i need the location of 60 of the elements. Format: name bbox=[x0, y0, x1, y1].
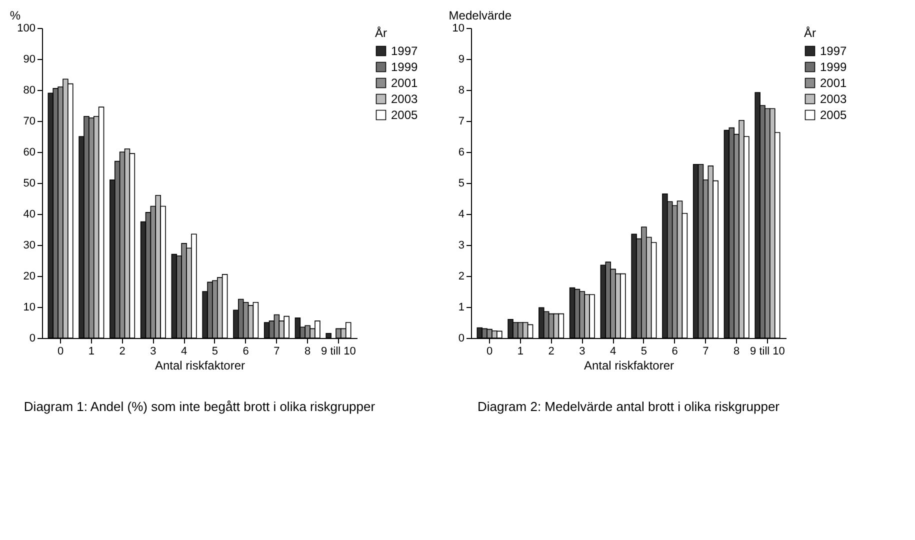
legend-title: År bbox=[375, 26, 388, 40]
x-tick-label: 9 till 10 bbox=[750, 346, 785, 358]
legend-label: 1999 bbox=[820, 60, 848, 74]
x-tick-label: 7 bbox=[274, 346, 280, 358]
legend-label: 2003 bbox=[820, 92, 848, 106]
legend-label: 1997 bbox=[820, 44, 848, 58]
x-tick-label: 4 bbox=[180, 346, 188, 358]
y-tick-label: 100 bbox=[17, 22, 36, 34]
y-axis-title: Medelvärde bbox=[448, 8, 512, 22]
legend-label: 2001 bbox=[391, 76, 418, 90]
legend-label: 2001 bbox=[820, 76, 848, 90]
x-tick-label: 6 bbox=[242, 346, 249, 358]
x-tick-label: 5 bbox=[212, 346, 218, 358]
x-tick-label: 0 bbox=[57, 346, 64, 358]
y-tick-label: 8 bbox=[458, 84, 464, 96]
y-tick-label: 3 bbox=[458, 240, 464, 252]
y-tick-label: 7 bbox=[458, 116, 464, 128]
y-tick-label: 30 bbox=[23, 240, 36, 252]
y-tick-label: 0 bbox=[458, 332, 464, 344]
x-tick-label: 7 bbox=[702, 346, 709, 358]
y-tick-label: 20 bbox=[23, 270, 36, 282]
y-tick-label: 4 bbox=[458, 208, 464, 220]
y-tick-label: 6 bbox=[458, 146, 464, 158]
x-tick-label: 5 bbox=[640, 346, 648, 358]
y-tick-label: 2 bbox=[458, 270, 464, 282]
x-tick-label: 9 till 10 bbox=[321, 346, 356, 358]
x-tick-label: 3 bbox=[150, 346, 156, 358]
x-tick-label: 3 bbox=[579, 346, 586, 358]
legend-label: 1997 bbox=[391, 44, 418, 58]
legend-title: År bbox=[804, 26, 816, 40]
text: Diagram 2: Medelvärde antal brott i olika riskgrupper bbox=[477, 399, 780, 414]
x-tick-label: 6 bbox=[672, 346, 678, 358]
legend-label: 2003 bbox=[391, 92, 418, 106]
y-tick-label: 80 bbox=[23, 84, 36, 96]
y-tick-label: 1 bbox=[458, 302, 464, 314]
legend-label: 2005 bbox=[391, 108, 418, 122]
y-tick-label: 90 bbox=[23, 54, 36, 66]
legend-label: 1999 bbox=[391, 60, 418, 74]
y-tick-label: 0 bbox=[29, 332, 36, 344]
x-tick-label: 2 bbox=[119, 346, 126, 358]
x-tick-label: 2 bbox=[548, 346, 554, 358]
y-tick-label: 70 bbox=[23, 116, 36, 128]
y-tick-label: 50 bbox=[23, 178, 36, 190]
x-axis-title: Antal riskfaktorer bbox=[584, 358, 674, 372]
x-tick-label: 8 bbox=[304, 346, 311, 358]
x-tick-label: 0 bbox=[486, 346, 493, 358]
x-tick-label: 4 bbox=[610, 346, 616, 358]
x-tick-label: 1 bbox=[517, 346, 524, 358]
y-tick-label: 10 bbox=[452, 22, 464, 34]
x-tick-label: 8 bbox=[734, 346, 740, 358]
legend-label: 2005 bbox=[820, 108, 848, 122]
x-tick-label: 1 bbox=[88, 346, 94, 358]
y-axis-title: % bbox=[10, 8, 21, 22]
y-tick-label: 5 bbox=[458, 178, 464, 190]
text: Diagram 1: Andel (%) som inte begått brott i olika riskgrupper bbox=[24, 399, 376, 414]
y-tick-label: 60 bbox=[23, 146, 36, 158]
y-tick-label: 40 bbox=[23, 208, 36, 220]
x-axis-title: Antal riskfaktorer bbox=[154, 358, 246, 372]
y-tick-label: 10 bbox=[23, 302, 36, 314]
y-tick-label: 9 bbox=[458, 54, 464, 66]
